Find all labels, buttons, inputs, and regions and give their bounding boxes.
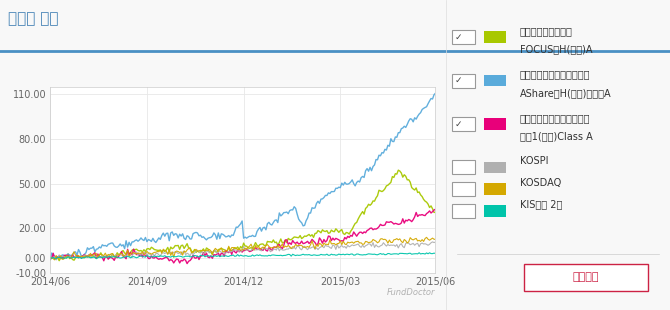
Text: 삼성중국본토중소형: 삼성중국본토중소형 [520,26,572,36]
Bar [452,204,475,218]
Text: KIS채권 2년: KIS채권 2년 [520,200,562,210]
Bar [452,182,475,196]
Bar [452,161,475,174]
Text: 선택보기: 선택보기 [573,272,599,282]
Text: FOCUS자H(주식)A: FOCUS자H(주식)A [520,45,592,55]
Bar [484,31,506,43]
Text: ✓: ✓ [454,33,462,42]
Bar [484,183,506,195]
FancyBboxPatch shape [524,264,648,291]
Bar [452,117,475,131]
Text: ✓: ✓ [454,119,462,129]
Bar [452,30,475,44]
Text: AShare자H(주식)클래스A: AShare자H(주식)클래스A [520,88,611,98]
Text: 수익률 비교: 수익률 비교 [8,11,58,26]
Bar [484,205,506,217]
Bar [484,162,506,173]
Bar [452,73,475,87]
Text: 더자1(주식)Class A: 더자1(주식)Class A [520,131,592,141]
Text: 이스트스프링차이나드래곤: 이스트스프링차이나드래곤 [520,69,590,79]
Bar [484,118,506,130]
Text: KOSPI: KOSPI [520,156,548,166]
Bar [484,75,506,86]
Text: ✓: ✓ [454,76,462,85]
Text: 에셋플러스차이나리치투게: 에셋플러스차이나리치투게 [520,113,590,123]
Text: KOSDAQ: KOSDAQ [520,178,561,188]
Text: FundDoctor: FundDoctor [387,288,436,297]
